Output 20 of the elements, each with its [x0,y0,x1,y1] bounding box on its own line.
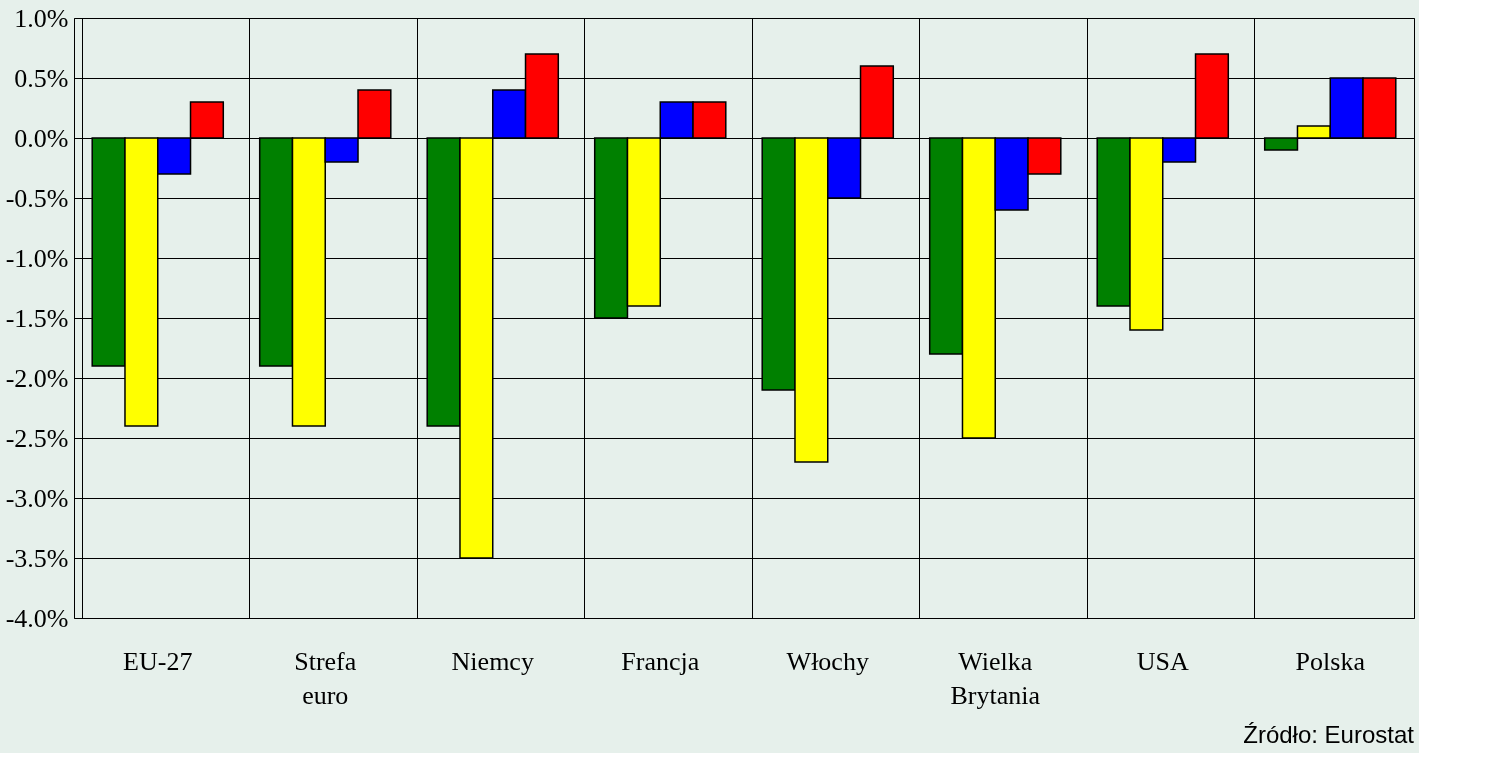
y-tick-label: 1.0% [14,3,69,33]
x-tick-label: USA [1136,646,1189,676]
text: Źródło: Eurostat [1243,721,1415,748]
y-tick-label: -1.0% [5,243,69,273]
x-tick-label: Francja [621,646,700,676]
x-tick-label: Włochy [786,646,869,676]
x-tick-label: Wielka Brytania [950,646,1041,710]
y-tick-label: -0.5% [5,183,69,213]
y-tick-label: -3.5% [5,543,69,573]
y-tick-label: -3.0% [5,483,69,513]
y-tick-label: -1.5% [5,303,69,333]
y-tick-label: 0.0% [14,123,69,153]
y-tick-label: -4.0% [5,603,69,633]
y-tick-label: 0.5% [14,63,69,93]
x-tick-label: Strefa euro [294,646,357,710]
x-tick-label: Polska [1295,646,1366,676]
y-tick-label: -2.5% [5,423,69,453]
y-tick-label: -2.0% [5,363,69,393]
x-tick-label: EU-27 [123,646,193,676]
x-tick-label: Niemcy [451,646,534,676]
